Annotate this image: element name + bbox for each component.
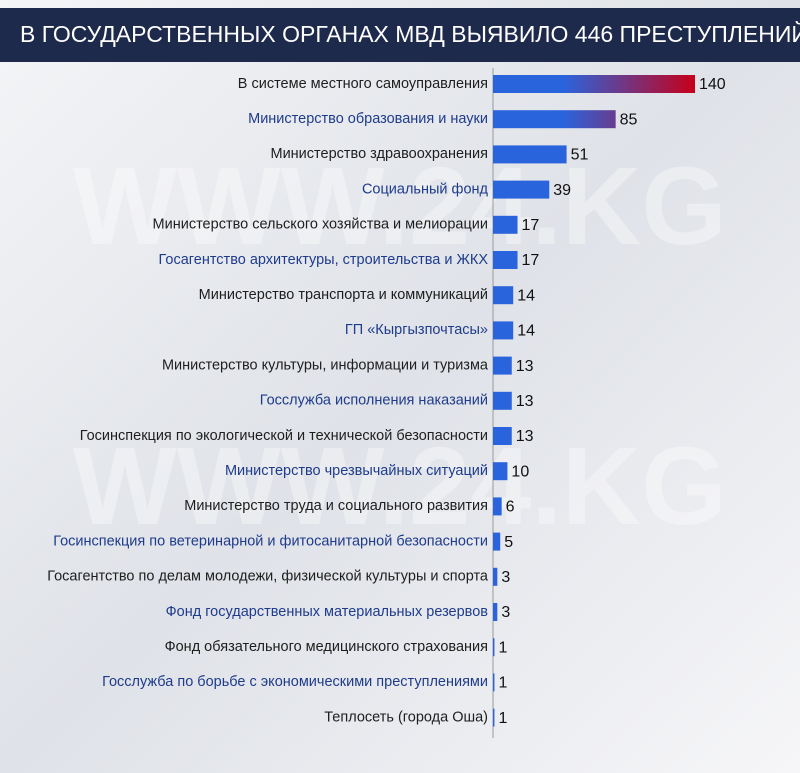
bar: [493, 251, 518, 269]
category-label: Министерство здравоохранения: [271, 146, 489, 162]
bar: [493, 708, 495, 727]
category-label: Социальный фонд: [362, 181, 489, 197]
bar: [493, 110, 616, 129]
value-label: 13: [516, 358, 534, 375]
bar: [493, 215, 518, 234]
bar: [493, 638, 495, 657]
value-label: 39: [553, 182, 571, 199]
category-label: Госагентство архитектуры, строительства …: [159, 252, 489, 268]
category-label: Теплосеть (города Оша): [324, 709, 488, 725]
value-label: 14: [517, 323, 535, 340]
category-label: Министерство образования и науки: [248, 111, 488, 127]
value-label: 1: [498, 639, 507, 656]
value-label: 3: [501, 569, 510, 586]
category-label: ГП «Кыргызпочтасы»: [345, 322, 488, 338]
category-label: Фонд обязательного медицинского страхова…: [165, 639, 488, 655]
chart-title: В ГОСУДАРСТВЕННЫХ ОРГАНАХ МВД ВЫЯВИЛО 44…: [20, 20, 800, 47]
value-label: 140: [699, 76, 726, 93]
bar: [493, 391, 512, 410]
bar: [493, 603, 498, 621]
category-label: Фонд государственных материальных резерв…: [166, 604, 489, 620]
value-label: 5: [504, 534, 513, 551]
category-label: Министерство чрезвычайных ситуаций: [225, 463, 488, 479]
category-label: Госинспекция по экологической и техничес…: [80, 428, 488, 444]
category-label: В системе местного самоуправления: [238, 76, 488, 92]
watermark: WWW.24.KG: [73, 425, 727, 548]
value-label: 1: [498, 675, 507, 692]
bar: [493, 462, 508, 481]
title-banner: [0, 8, 800, 62]
category-label: Госагентство по делам молодежи, физическ…: [47, 569, 489, 585]
bar: [493, 427, 512, 445]
bar: [493, 356, 512, 375]
category-label: Министерство транспорта и коммуникаций: [199, 287, 488, 303]
value-label: 85: [620, 111, 638, 128]
category-label: Министерство труда и социального развити…: [184, 498, 488, 514]
bar: [493, 673, 495, 692]
bar: [493, 180, 550, 199]
category-label: Министерство культуры, информации и тури…: [162, 357, 489, 373]
value-label: 13: [516, 393, 534, 410]
category-label: Министерство сельского хозяйства и мелио…: [153, 217, 488, 233]
bar: [493, 497, 502, 516]
value-label: 3: [501, 604, 510, 621]
category-label: Госинспекция по ветеринарной и фитосанит…: [53, 533, 488, 549]
value-label: 51: [571, 147, 589, 164]
category-label: Госслужба исполнения наказаний: [260, 393, 488, 409]
value-label: 13: [516, 428, 534, 445]
bar: [493, 567, 498, 586]
value-label: 17: [522, 217, 540, 234]
bar: [493, 532, 501, 551]
value-label: 6: [506, 499, 515, 516]
category-label: Госслужба по борьбе с экономическими пре…: [102, 674, 488, 690]
value-label: 14: [517, 287, 535, 304]
bar: [493, 145, 567, 164]
bar: [493, 321, 514, 340]
bar: [493, 286, 514, 305]
bar: [493, 75, 695, 93]
value-label: 17: [522, 252, 540, 269]
value-label: 10: [511, 463, 529, 480]
watermark: WWW.24.KG: [73, 145, 727, 268]
value-label: 1: [498, 710, 507, 727]
